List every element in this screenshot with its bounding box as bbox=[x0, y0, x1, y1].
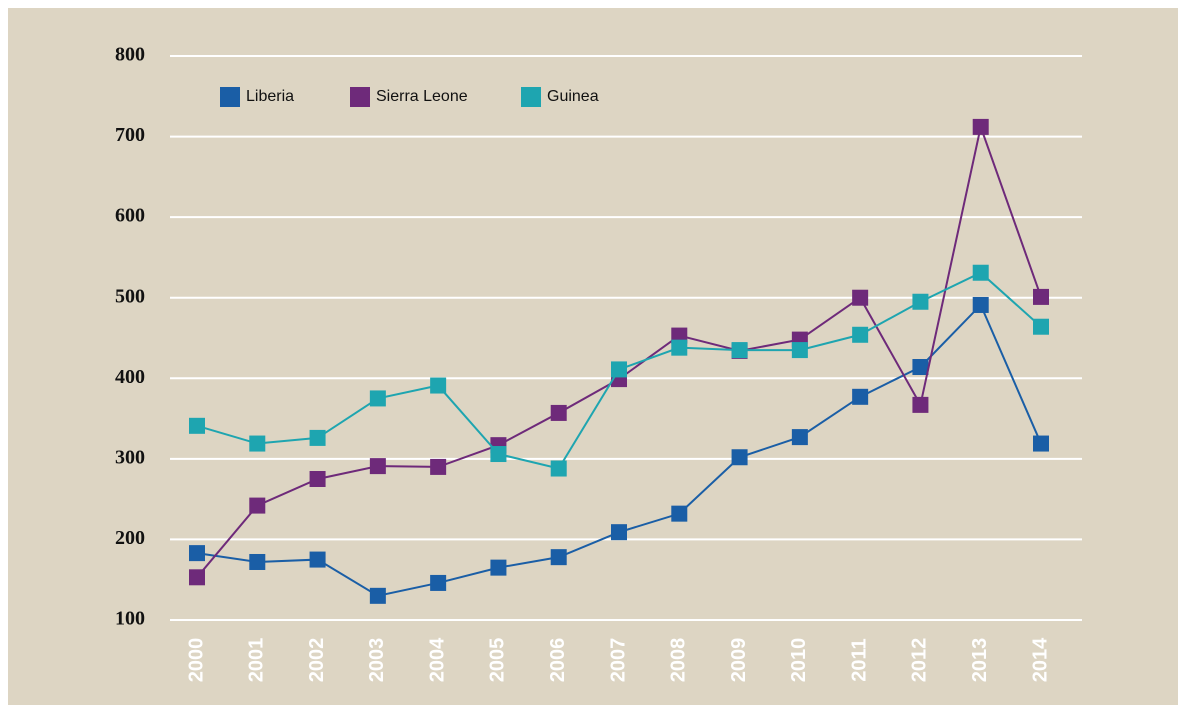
x-tick-label: 2006 bbox=[547, 638, 569, 683]
y-tick-label: 100 bbox=[115, 608, 145, 630]
marker bbox=[1033, 318, 1049, 335]
marker bbox=[852, 388, 869, 405]
x-tick-label: 2013 bbox=[969, 638, 991, 683]
marker bbox=[912, 359, 929, 376]
y-tick-label: 800 bbox=[115, 44, 145, 66]
marker bbox=[972, 264, 989, 281]
x-tick-label: 2009 bbox=[728, 638, 750, 683]
marker bbox=[189, 417, 205, 434]
x-tick-label: 2012 bbox=[909, 638, 931, 683]
marker bbox=[791, 429, 808, 446]
legend-swatch bbox=[350, 87, 370, 107]
marker bbox=[611, 524, 627, 541]
marker bbox=[611, 361, 627, 378]
x-tick-label: 2001 bbox=[246, 638, 268, 683]
marker bbox=[550, 404, 567, 421]
marker bbox=[490, 446, 507, 463]
x-tick-label: 2011 bbox=[848, 638, 870, 681]
x-tick-label: 2000 bbox=[185, 638, 207, 683]
x-tick-label: 2007 bbox=[607, 638, 629, 683]
legend-swatch bbox=[220, 87, 240, 107]
x-tick-label: 2003 bbox=[366, 638, 388, 683]
marker bbox=[369, 587, 386, 604]
y-tick-label: 300 bbox=[115, 446, 145, 468]
legend-label: Liberia bbox=[246, 88, 294, 105]
x-tick-label: 2005 bbox=[487, 638, 509, 683]
marker bbox=[550, 460, 567, 477]
marker bbox=[189, 545, 205, 562]
marker bbox=[369, 390, 386, 407]
y-tick-label: 700 bbox=[115, 124, 145, 146]
legend-swatch bbox=[521, 87, 541, 107]
y-tick-label: 200 bbox=[115, 527, 145, 549]
marker bbox=[249, 435, 266, 452]
marker bbox=[550, 549, 567, 566]
marker bbox=[369, 458, 386, 475]
marker bbox=[430, 574, 447, 591]
marker bbox=[731, 449, 748, 466]
marker bbox=[972, 296, 989, 313]
x-tick-label: 2004 bbox=[426, 637, 448, 682]
marker bbox=[189, 569, 205, 586]
marker bbox=[912, 396, 929, 413]
legend-label: Sierra Leone bbox=[376, 88, 468, 105]
x-tick-label: 2002 bbox=[306, 638, 328, 683]
marker bbox=[430, 458, 447, 475]
marker bbox=[490, 559, 507, 576]
marker bbox=[671, 505, 688, 522]
marker bbox=[671, 339, 688, 356]
y-tick-label: 600 bbox=[115, 205, 145, 227]
marker bbox=[309, 471, 326, 487]
y-tick-label: 400 bbox=[115, 366, 145, 388]
marker bbox=[430, 377, 447, 394]
marker bbox=[852, 326, 869, 343]
marker bbox=[731, 342, 748, 359]
marker bbox=[852, 289, 869, 306]
marker bbox=[1033, 435, 1049, 452]
legend-label: Guinea bbox=[547, 88, 599, 105]
y-tick-label: 500 bbox=[115, 285, 145, 307]
marker bbox=[671, 327, 688, 344]
marker bbox=[249, 553, 266, 570]
marker bbox=[309, 429, 326, 446]
x-tick-label: 2014 bbox=[1029, 637, 1051, 682]
x-tick-label: 2008 bbox=[668, 638, 690, 683]
marker bbox=[972, 118, 989, 135]
marker bbox=[309, 551, 326, 568]
x-tick-label: 2010 bbox=[788, 638, 810, 683]
marker bbox=[912, 293, 929, 310]
marker bbox=[249, 497, 266, 514]
marker bbox=[791, 342, 808, 359]
marker bbox=[1033, 288, 1049, 305]
